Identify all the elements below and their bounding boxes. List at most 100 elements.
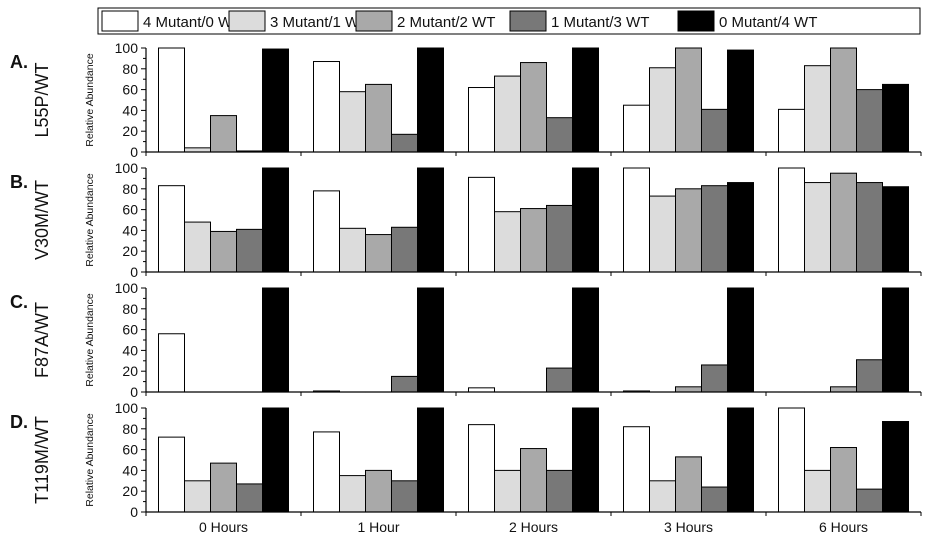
bar (236, 483, 263, 513)
y-tick-label: 100 (115, 280, 139, 296)
bar (262, 167, 289, 273)
bar (494, 211, 521, 273)
bar (856, 182, 883, 273)
y-tick-label: 20 (122, 363, 138, 379)
bar (417, 167, 444, 273)
bar (468, 176, 495, 273)
bar (649, 195, 676, 273)
bar (313, 190, 340, 273)
bar (210, 230, 237, 273)
bar (623, 426, 650, 513)
x-axis-labels: 0 Hours 1 Hour 2 Hours 3 Hours 6 Hours (199, 519, 868, 535)
x-tick-label: 1 Hour (357, 519, 399, 535)
bar (856, 89, 883, 153)
x-tick-label: 3 Hours (664, 519, 713, 535)
y-tick-label: 80 (122, 421, 138, 437)
y-tick-label: 60 (122, 442, 138, 458)
bar (546, 204, 573, 273)
bar (572, 287, 599, 393)
bar (339, 227, 366, 273)
panel-title: V30M/WT (32, 180, 52, 260)
bar (778, 167, 805, 273)
panel-a: A.L55P/WT Relative Abundance 0 20 40 60 80 100 (10, 40, 922, 160)
legend-item: 1 Mutant/3 WT (509, 10, 649, 32)
bar (649, 480, 676, 513)
y-tick-label: 80 (122, 61, 138, 77)
bar (365, 234, 392, 273)
y-axis-label: Relative Abundance (84, 173, 96, 267)
bar (546, 469, 573, 513)
bar (649, 67, 676, 153)
bar (546, 117, 573, 153)
bar (701, 185, 728, 273)
bar (158, 47, 185, 153)
bar (856, 488, 883, 513)
y-tick-label: 20 (122, 483, 138, 499)
bar (494, 469, 521, 513)
y-tick-label: 0 (130, 264, 138, 280)
y-tick-label: 0 (130, 144, 138, 160)
y-tick-label: 40 (122, 102, 138, 118)
bar (468, 87, 495, 153)
bar (882, 83, 909, 153)
legend-swatch (509, 10, 547, 32)
bar (701, 486, 728, 513)
y-tick-label: 80 (122, 301, 138, 317)
bar (184, 480, 211, 513)
bar (494, 75, 521, 153)
legend-swatch (101, 10, 139, 32)
bar (520, 62, 547, 153)
legend-item: 0 Mutant/4 WT (677, 10, 817, 32)
legend: 4 Mutant/0 WT 3 Mutant/1 WT 2 Mutant/2 WT 1… (97, 7, 921, 35)
x-tick-label: 2 Hours (509, 519, 558, 535)
bar (417, 47, 444, 153)
bar (727, 182, 754, 273)
legend-item: 4 Mutant/0 WT (101, 10, 241, 32)
panel-label: B. (10, 172, 28, 192)
bar (262, 48, 289, 153)
bar (365, 83, 392, 153)
bar (572, 407, 599, 513)
bar (727, 407, 754, 513)
legend-item: 3 Mutant/1 WT (228, 10, 368, 32)
y-tick-label: 20 (122, 123, 138, 139)
y-axis-label: Relative Abundance (84, 293, 96, 387)
y-axis-label: Relative Abundance (84, 413, 96, 507)
bar (158, 185, 185, 273)
x-tick-label: 0 Hours (199, 519, 248, 535)
legend-label: 2 Mutant/2 WT (397, 14, 495, 31)
panel-title: L55P/WT (32, 62, 52, 137)
panels: A.L55P/WT Relative Abundance020406080100B… (10, 40, 922, 520)
bar (236, 228, 263, 273)
bar (210, 115, 237, 153)
bar (701, 108, 728, 153)
bar (675, 456, 702, 513)
bar (804, 182, 831, 273)
bar (520, 208, 547, 273)
bar (572, 47, 599, 153)
panel-c: C. F87A/WT Relative Abundance 0 20 40 60 80 100 (10, 280, 922, 400)
legend-item: 2 Mutant/2 WT (355, 10, 495, 32)
bar (417, 407, 444, 513)
legend-swatch (677, 10, 715, 32)
bar (727, 287, 754, 393)
bar (158, 333, 185, 393)
bar (623, 167, 650, 273)
x-tick-label: 6 Hours (819, 519, 868, 535)
bar (391, 375, 418, 393)
bar (804, 469, 831, 513)
bar (830, 172, 857, 273)
bar (778, 407, 805, 513)
bar (882, 421, 909, 513)
panel-label: D. (10, 412, 28, 432)
y-tick-label: 100 (115, 40, 139, 56)
y-tick-label: 20 (122, 243, 138, 259)
legend-label: 3 Mutant/1 WT (270, 14, 368, 31)
legend-label: 0 Mutant/4 WT (719, 14, 817, 31)
legend-label: 4 Mutant/0 WT (143, 14, 241, 31)
bar (468, 387, 495, 393)
bar (830, 386, 857, 393)
panel-label: C. (10, 292, 28, 312)
bar (882, 287, 909, 393)
bar (391, 133, 418, 153)
